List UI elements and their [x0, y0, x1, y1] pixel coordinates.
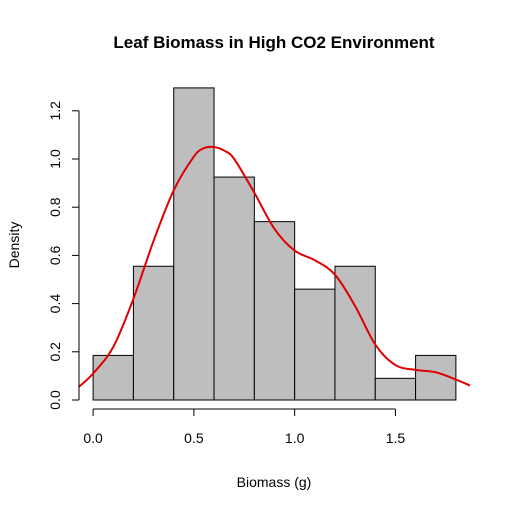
y-axis: 0.0 0.2 0.4 0.6 0.8 1.0 1.2	[47, 101, 80, 410]
x-tick-label-0: 0.0	[83, 430, 103, 446]
x-tick-label-3: 1.5	[386, 430, 406, 446]
histogram-bar-3	[173, 87, 215, 401]
y-tick-label-4: 0.8	[47, 197, 63, 217]
histogram-bars	[92, 87, 457, 401]
y-tick-label-0: 0.0	[47, 390, 63, 410]
y-axis-label: Density	[6, 222, 22, 269]
y-tick-label-5: 1.0	[47, 149, 63, 169]
x-tick-label-2: 1.0	[285, 430, 305, 446]
histogram-bar-6	[294, 288, 336, 401]
histogram-bar-8	[374, 377, 417, 401]
y-tick-label-2: 0.4	[47, 294, 63, 314]
histogram-bar-4	[213, 176, 255, 401]
y-tick-label-1: 0.2	[47, 342, 63, 362]
histogram-bar-2	[132, 265, 175, 401]
histogram-bar-5	[253, 221, 296, 401]
y-tick-label-6: 1.2	[47, 101, 63, 121]
y-tick-label-3: 0.6	[47, 245, 63, 265]
x-tick-label-1: 0.5	[184, 430, 204, 446]
x-axis: 0.0 0.5 1.0 1.5	[83, 408, 406, 446]
histogram-bar-1	[92, 354, 134, 401]
chart-title: Leaf Biomass in High CO2 Environment	[113, 33, 435, 52]
density-curve	[78, 145, 471, 388]
x-axis-label: Biomass (g)	[237, 474, 312, 490]
